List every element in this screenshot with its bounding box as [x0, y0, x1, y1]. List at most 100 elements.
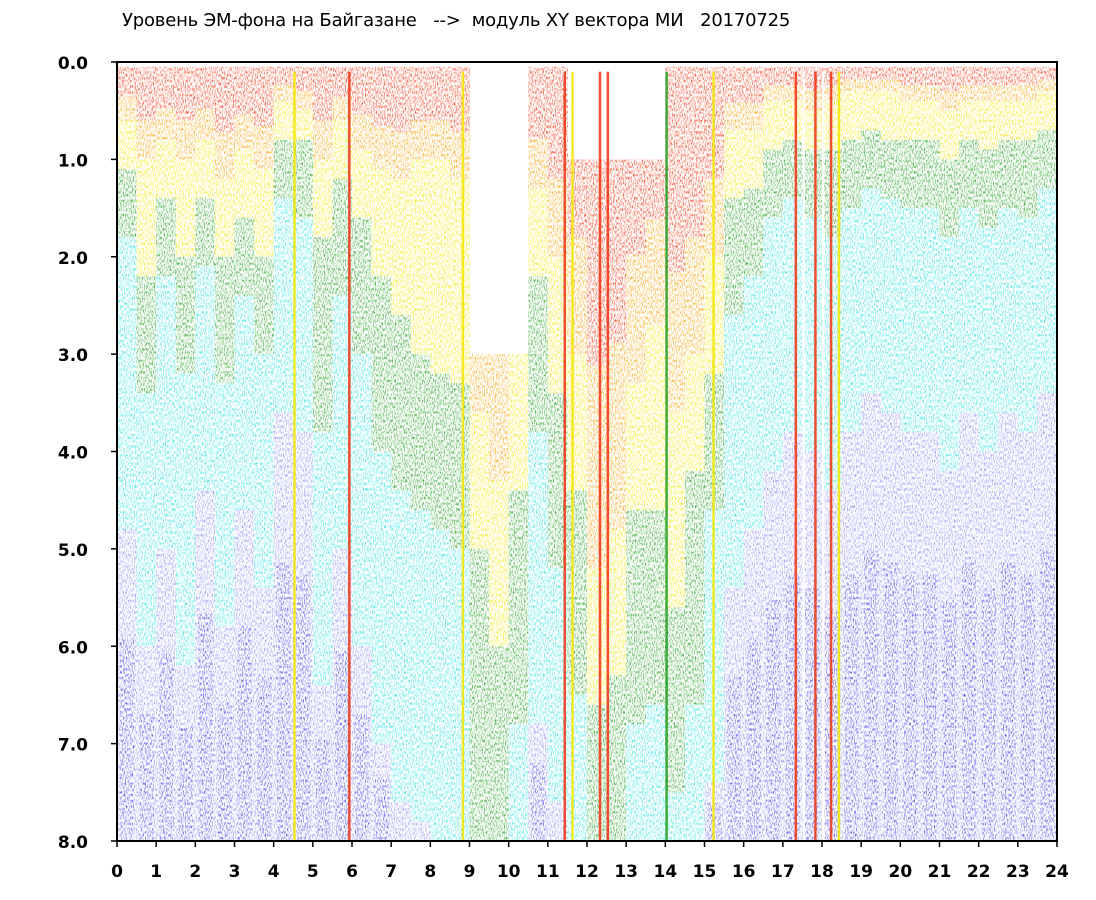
cyan-band: [939, 237, 960, 355]
yellow-band: [273, 100, 294, 140]
x-tick-label: 2: [189, 862, 201, 882]
cyan-band: [959, 310, 980, 413]
vertical-stripe: [814, 71, 817, 841]
yellow-band: [626, 383, 647, 510]
blue-band: [922, 575, 938, 841]
cyan-band: [214, 505, 236, 627]
red-band: [802, 66, 823, 92]
x-axis: 0 1 2 3 4 5 6 7 8 9 10 11 12 13 14 15 16 17 18 19 20 21 22 23 24: [111, 841, 1069, 882]
cyan-band: [1017, 324, 1039, 433]
red-band: [214, 66, 236, 133]
cyan-band: [332, 422, 353, 549]
y-tick-label: 7.0: [58, 736, 88, 756]
yellow-band: [234, 149, 255, 218]
x-tick-label: 20: [888, 862, 912, 882]
cyan-band: [939, 354, 960, 471]
red-band: [312, 66, 334, 121]
cyan-band: [156, 276, 177, 413]
heatmap-column: [880, 66, 901, 841]
green-band: [528, 276, 549, 433]
green-band: [547, 393, 569, 569]
orange-band: [626, 254, 647, 384]
orange-band: [587, 365, 608, 569]
orange-band: [880, 79, 901, 92]
y-tick-label: 4.0: [58, 444, 88, 464]
cyan-band: [430, 685, 451, 841]
heatmap-column: [136, 66, 157, 841]
orange-band: [332, 97, 353, 121]
cyan-band: [195, 266, 216, 379]
heatmap-column: [665, 66, 686, 841]
heatmap-column: [959, 66, 980, 841]
blue-band: [178, 727, 193, 841]
heatmap-column: [626, 159, 647, 841]
cyan-band: [214, 383, 236, 506]
cyan-band: [352, 354, 373, 501]
yellow-band: [1037, 91, 1057, 131]
red-band: [528, 66, 549, 138]
green-band: [449, 383, 471, 549]
red-band: [763, 66, 784, 86]
red-band: [880, 66, 901, 80]
heatmap-column: [841, 66, 862, 841]
cyan-band: [861, 290, 882, 394]
yellow-band: [156, 139, 177, 199]
red-band: [449, 66, 471, 133]
green-band: [606, 675, 627, 841]
heatmap-column: [489, 354, 510, 841]
heatmap-column: [352, 66, 373, 841]
x-tick-label: 9: [464, 862, 476, 882]
vertical-stripe: [598, 71, 602, 841]
green-band: [273, 139, 294, 199]
yellow-band: [802, 110, 823, 150]
heatmap-column: [978, 66, 999, 841]
orange-band: [410, 120, 431, 160]
green-band: [645, 509, 666, 705]
green-band: [919, 139, 941, 209]
blue-band: [159, 651, 174, 841]
cyan-band: [724, 315, 745, 452]
yellow-band: [528, 188, 549, 277]
green-band: [880, 139, 901, 199]
yellow-band: [1017, 100, 1039, 140]
vertical-stripes: [293, 71, 841, 841]
cyan-band: [547, 685, 569, 803]
cyan-band: [410, 509, 431, 666]
y-axis: 0.0 1.0 2.0 3.0 4.0 5.0 6.0 7.0 8.0: [58, 54, 117, 853]
green-band: [371, 276, 392, 452]
orange-band: [136, 120, 157, 160]
cyan-band: [234, 295, 255, 403]
yellow-band: [567, 354, 588, 491]
green-band: [175, 256, 196, 374]
heatmap-column: [1037, 66, 1057, 841]
red-band: [841, 66, 862, 80]
red-band: [1017, 66, 1039, 86]
cyan-band: [254, 470, 275, 588]
blue-band: [531, 765, 546, 841]
red-band: [626, 159, 647, 255]
red-band: [645, 159, 666, 220]
blue-band: [217, 701, 233, 841]
green-band: [724, 198, 745, 316]
cyan-band: [117, 383, 138, 530]
cyan-band: [136, 393, 157, 520]
green-band: [978, 149, 999, 228]
yellow-band: [469, 412, 490, 549]
cyan-band: [410, 665, 431, 822]
heatmap-column: [939, 66, 960, 841]
yellow-band: [508, 354, 529, 491]
cyan-band: [684, 704, 706, 773]
yellow-band: [195, 139, 216, 199]
blue-band: [727, 676, 742, 841]
cyan-band: [508, 782, 529, 841]
heatmap-column: [371, 66, 392, 841]
blue-band: [257, 676, 272, 841]
blue-band: [942, 600, 957, 841]
cyan-band: [332, 295, 353, 423]
red-band: [939, 66, 960, 92]
blue-band: [139, 714, 154, 841]
red-band: [195, 66, 216, 109]
green-band: [587, 704, 608, 841]
cyan-band: [371, 451, 392, 598]
green-band: [763, 149, 784, 218]
